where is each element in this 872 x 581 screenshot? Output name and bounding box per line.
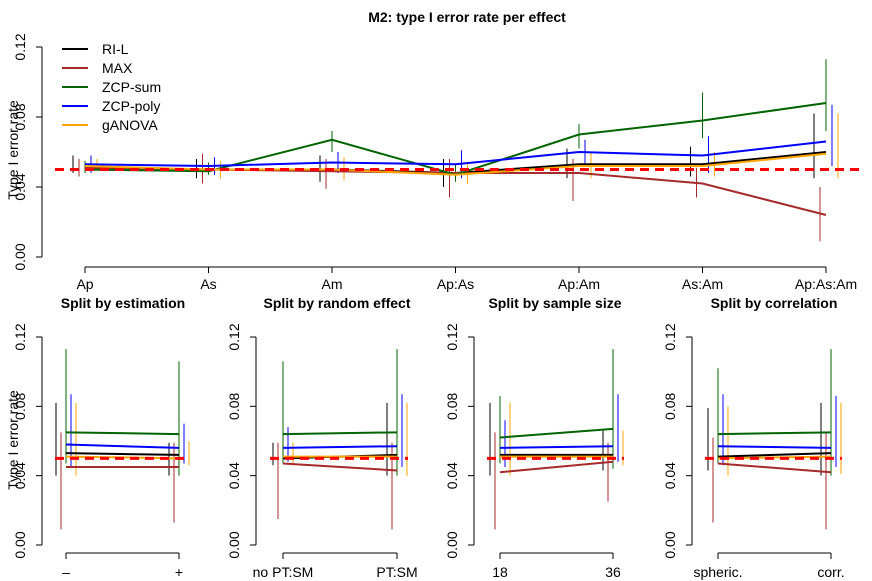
- series-line-zcp-sum: [717, 431, 832, 436]
- bottom-y-axis-label: Type I error rate: [5, 390, 21, 490]
- y-tick-label: 0.08: [444, 392, 460, 419]
- x-tick-label: As:Am: [682, 276, 723, 292]
- main-panel: M2: type I error rate per effect Type I …: [5, 9, 566, 200]
- panel-marks-sample-size: 0.00 0.04 0.08 0.12 18 36: [444, 323, 624, 580]
- legend-label-zcp-poly: ZCP-poly: [102, 98, 160, 114]
- x-tick-label: –: [62, 564, 70, 580]
- y-tick-label: 0.00: [662, 531, 678, 558]
- y-tick-label: 0.12: [12, 33, 28, 60]
- y-tick-label: 0.12: [662, 323, 678, 350]
- panel-estimation: Split by estimation Type I error rate: [5, 295, 185, 490]
- series-line-max: [282, 462, 398, 472]
- x-tick-label: Am: [322, 276, 343, 292]
- panel-marks-main: 0.00 0.04 0.08 0.12 Ap As Am Ap:As Ap:Am As:Am Ap:…: [12, 33, 862, 292]
- y-tick-label: 0.00: [444, 531, 460, 558]
- series-line-zcp-sum: [65, 431, 180, 436]
- y-tick-label: 0.12: [444, 323, 460, 350]
- y-tick-label: 0.08: [12, 103, 28, 130]
- series-line-zcp-poly: [282, 445, 398, 449]
- series-line-max: [499, 460, 614, 474]
- x-tick-label: Ap:As:Am: [795, 276, 857, 292]
- main-title: M2: type I error rate per effect: [368, 9, 566, 25]
- x-tick-label: +: [175, 564, 183, 580]
- x-tick-label: Ap: [76, 276, 93, 292]
- panel-marks-correlation: 0.00 0.04 0.08 0.12 spheric. corr.: [662, 323, 845, 580]
- x-tick-label: 36: [605, 564, 621, 580]
- x-tick-label: Ap:As: [437, 276, 474, 292]
- x-tick-label: spheric.: [693, 564, 742, 580]
- panel-random-effect: Split by random effect: [263, 295, 410, 311]
- x-tick-label: PT:SM: [376, 564, 417, 580]
- series-line-ri-l: [65, 452, 180, 456]
- x-tick-label: As: [200, 276, 216, 292]
- y-tick-label: 0.12: [12, 323, 28, 350]
- panel-marks-random-effect: 0.00 0.04 0.08 0.12 no PT:SM PT:SM: [226, 323, 418, 580]
- y-tick-label: 0.12: [226, 323, 242, 350]
- y-tick-label: 0.08: [662, 392, 678, 419]
- series-line-zcp-poly: [499, 445, 614, 449]
- panel-correlation: Split by correlation: [711, 295, 838, 311]
- series-line-zcp-sum: [282, 431, 398, 436]
- legend-label-ri-l: RI-L: [102, 41, 129, 57]
- legend-label-zcp-sum: ZCP-sum: [102, 79, 161, 95]
- y-tick-label: 0.04: [662, 462, 678, 489]
- legend-label-ganova: gANOVA: [102, 117, 158, 133]
- series-line-zcp-poly: [65, 443, 180, 449]
- panel-title-correlation: Split by correlation: [711, 295, 838, 311]
- main-y-axis-label: Type I error rate: [5, 100, 21, 200]
- series-line-max: [717, 462, 832, 474]
- series-line-zcp-poly: [84, 140, 827, 168]
- panel-title-random-effect: Split by random effect: [263, 295, 410, 311]
- y-tick-label: 0.04: [12, 173, 28, 200]
- y-tick-label: 0.04: [444, 462, 460, 489]
- x-tick-label: no PT:SM: [253, 564, 314, 580]
- main-legend: RI-L MAX ZCP-sum ZCP-poly gANOVA: [62, 41, 161, 133]
- y-tick-label: 0.08: [12, 392, 28, 419]
- x-tick-label: Ap:Am: [558, 276, 600, 292]
- x-tick-label: corr.: [817, 564, 844, 580]
- series-line-ri-l: [717, 452, 832, 458]
- y-tick-label: 0.00: [12, 531, 28, 558]
- series-line-zcp-sum: [499, 427, 614, 439]
- legend-label-max: MAX: [102, 60, 133, 76]
- x-tick-label: 18: [492, 564, 508, 580]
- y-tick-label: 0.04: [12, 462, 28, 489]
- y-tick-label: 0.00: [226, 531, 242, 558]
- y-tick-label: 0.00: [12, 243, 28, 270]
- series-line-zcp-poly: [717, 445, 832, 449]
- panel-marks-estimation: 0.00 0.04 0.08 0.12 – +: [12, 323, 190, 580]
- y-tick-label: 0.04: [226, 462, 242, 489]
- y-tick-label: 0.08: [226, 392, 242, 419]
- chart-marks: 0.00 0.04 0.08 0.12 Ap As Am Ap:As Ap:Am As:Am Ap:…: [12, 33, 862, 580]
- panel-title-sample-size: Split by sample size: [488, 295, 621, 311]
- panel-title-estimation: Split by estimation: [61, 295, 185, 311]
- panel-sample-size: Split by sample size: [488, 295, 621, 311]
